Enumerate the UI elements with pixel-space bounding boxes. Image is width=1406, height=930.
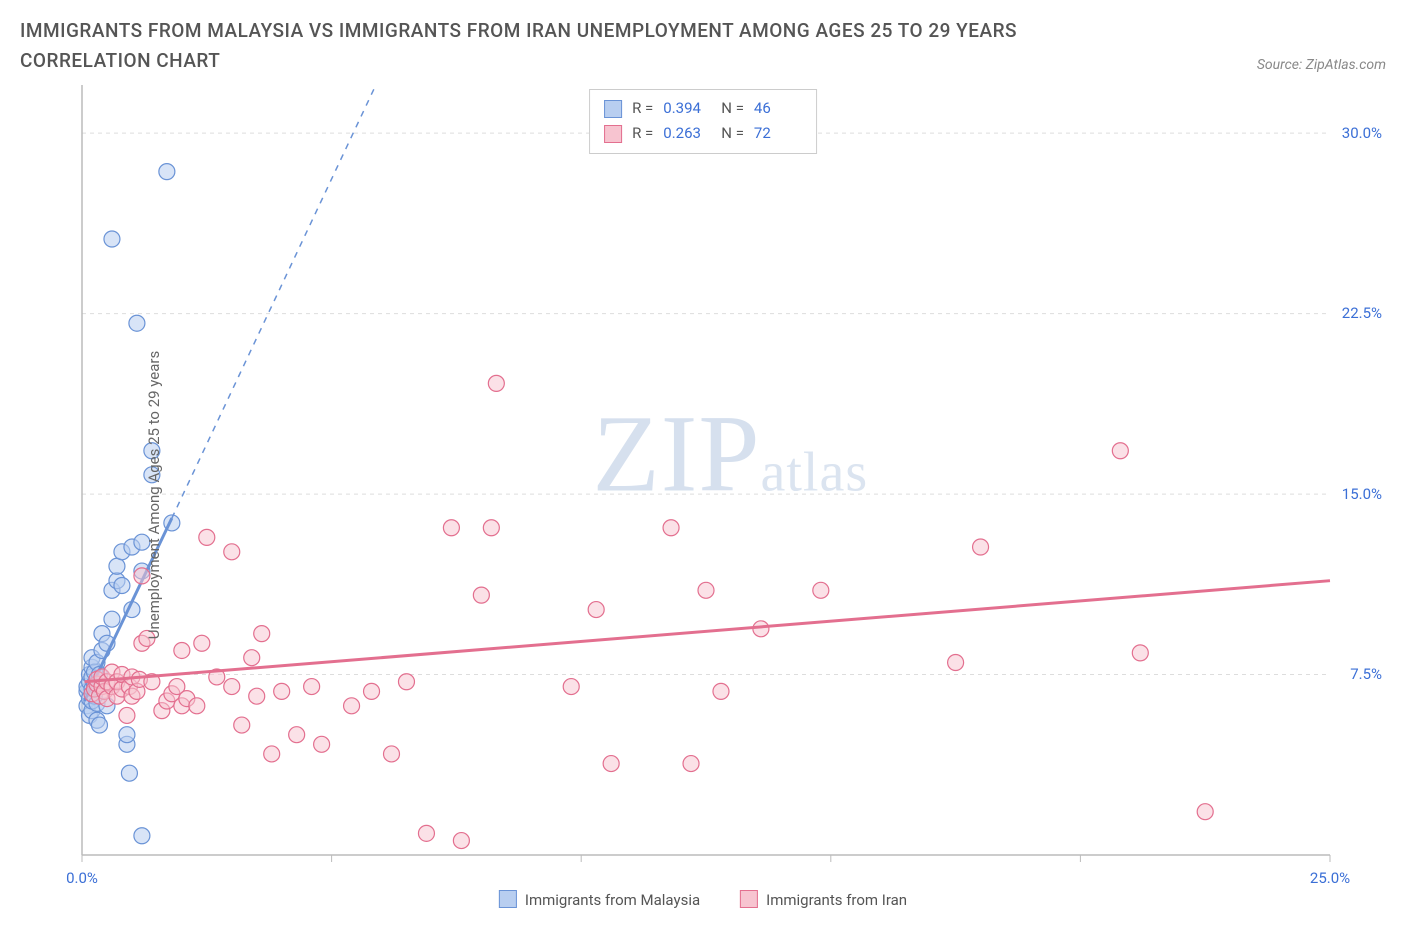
y-axis-label: Unemployment Among Ages 25 to 29 years: [145, 351, 163, 639]
legend-label-malaysia: Immigrants from Malaysia: [525, 891, 700, 909]
chart-title: IMMIGRANTS FROM MALAYSIA VS IMMIGRANTS F…: [20, 16, 1120, 77]
stats-row-iran: R = 0.263 N = 72: [604, 121, 802, 147]
y-tick-label: 22.5%: [1342, 304, 1382, 322]
n-value-malaysia: 46: [754, 96, 802, 122]
n-label: N =: [721, 121, 744, 147]
r-label: R =: [632, 121, 653, 147]
legend-item-iran: Immigrants from Iran: [740, 890, 907, 909]
swatch-malaysia-icon: [499, 890, 517, 908]
r-label: R =: [632, 96, 653, 122]
chart-container: Unemployment Among Ages 25 to 29 years Z…: [20, 85, 1386, 905]
x-tick-label: 0.0%: [66, 869, 98, 887]
swatch-iran-icon: [604, 125, 622, 143]
n-label: N =: [721, 96, 744, 122]
x-tick-label: 25.0%: [1310, 869, 1350, 887]
y-tick-label: 7.5%: [1350, 665, 1382, 683]
legend-bottom: Immigrants from Malaysia Immigrants from…: [499, 890, 907, 909]
y-tick-label: 15.0%: [1342, 485, 1382, 503]
header: IMMIGRANTS FROM MALAYSIA VS IMMIGRANTS F…: [20, 16, 1386, 77]
r-value-malaysia: 0.394: [663, 96, 711, 122]
swatch-malaysia-icon: [604, 100, 622, 118]
stats-legend-box: R = 0.394 N = 46 R = 0.263 N = 72: [589, 89, 817, 154]
stats-row-malaysia: R = 0.394 N = 46: [604, 96, 802, 122]
y-tick-label: 30.0%: [1342, 124, 1382, 142]
source-label: Source: ZipAtlas.com: [1257, 57, 1386, 77]
scatter-chart: [20, 85, 1386, 905]
legend-label-iran: Immigrants from Iran: [766, 891, 907, 909]
n-value-iran: 72: [754, 121, 802, 147]
swatch-iran-icon: [740, 890, 758, 908]
r-value-iran: 0.263: [663, 121, 711, 147]
legend-item-malaysia: Immigrants from Malaysia: [499, 890, 700, 909]
